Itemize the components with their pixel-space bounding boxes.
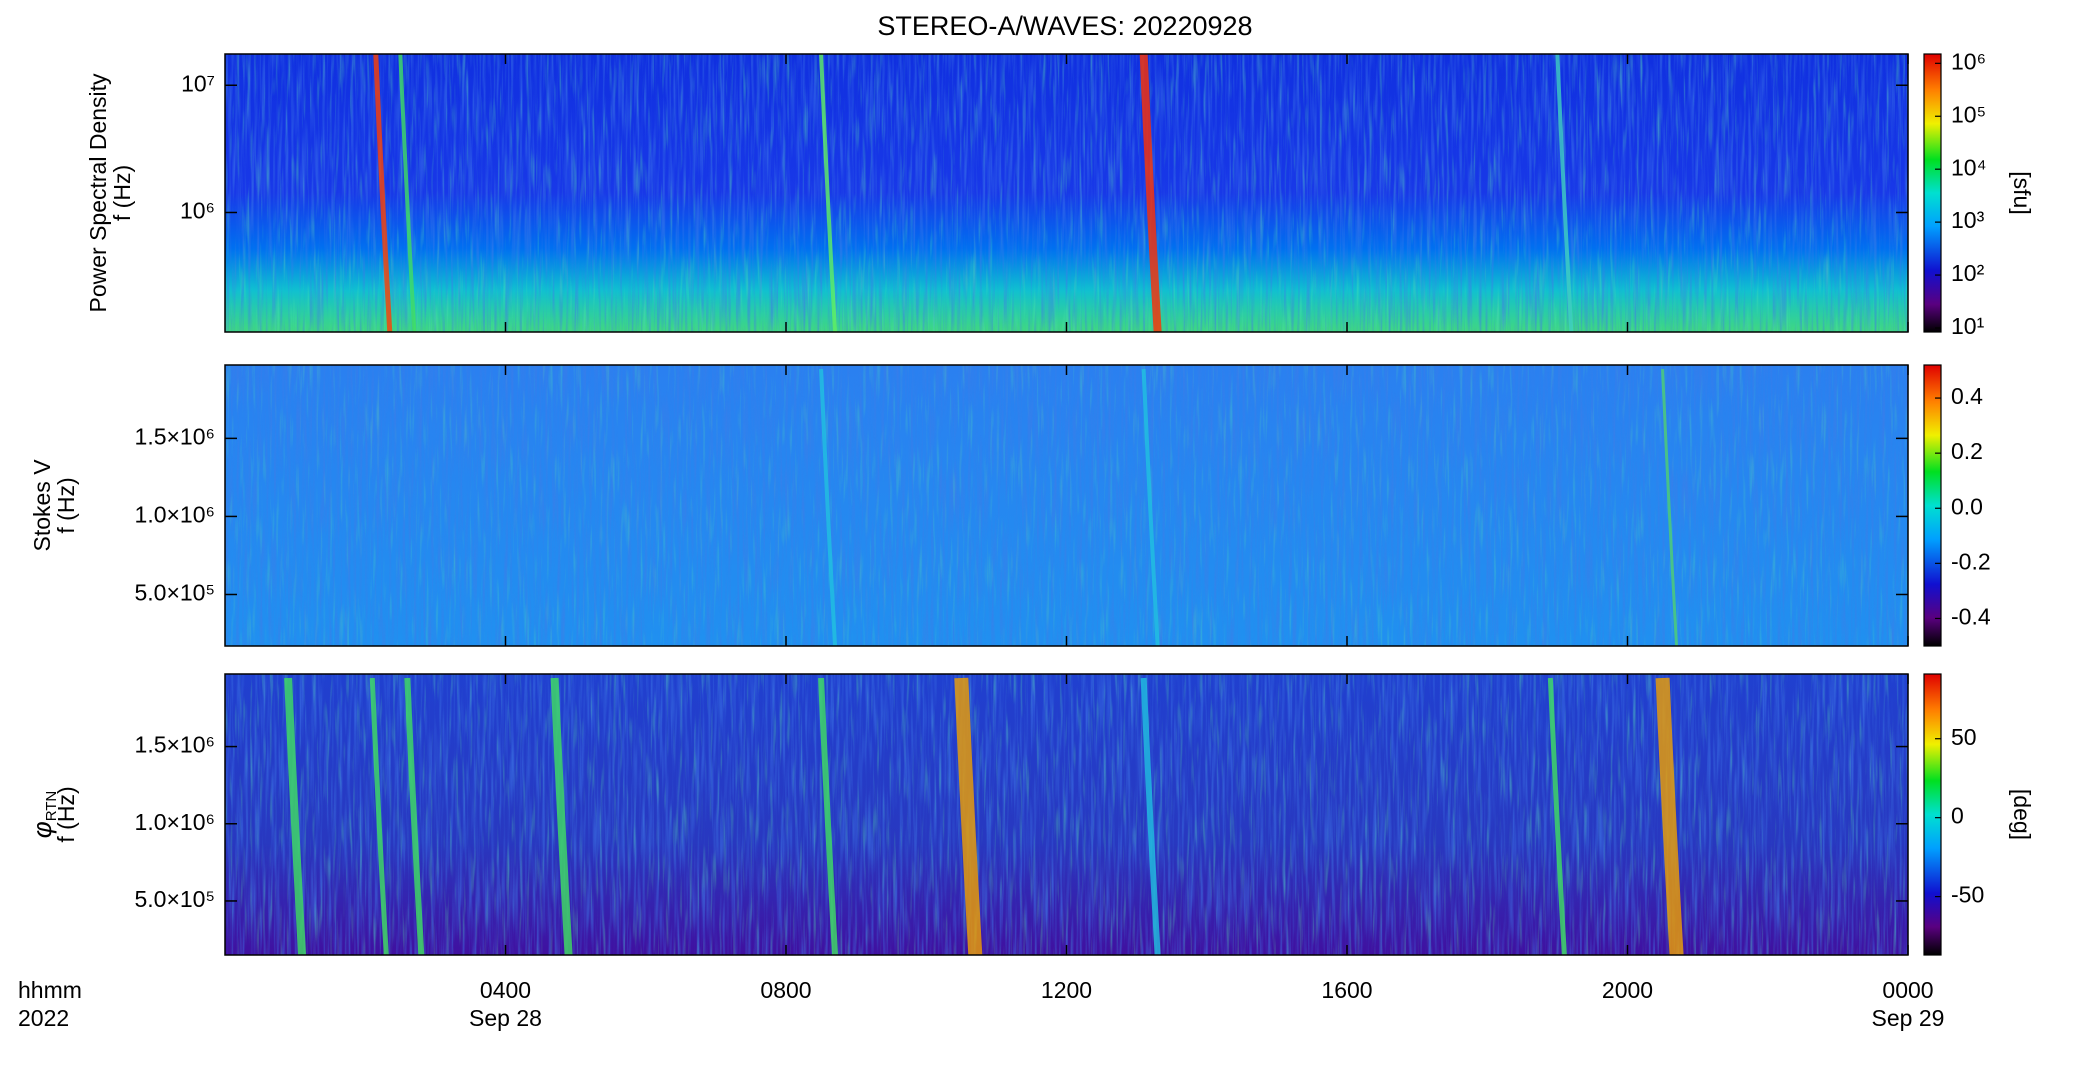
colorbar-tick-label: 0 [1951, 803, 1964, 829]
colorbar-tick-label: 10⁶ [1951, 48, 1986, 74]
burst-streak [818, 677, 839, 956]
colorbar [1923, 673, 1942, 956]
y-tick-label: 1.5×10⁶ [135, 423, 215, 449]
colorbar-label: [deg] [2009, 789, 2035, 840]
spectrogram-noise [225, 54, 1908, 332]
x-tick-label: 1600 [1321, 977, 1372, 1003]
x-tick-label: 1200 [1041, 977, 1092, 1003]
burst-streak [1661, 368, 1679, 647]
colorbar-tick-label: 10¹ [1951, 313, 1985, 339]
colorbar-tick-label: -0.4 [1951, 604, 1991, 630]
burst-streak [1141, 368, 1160, 647]
burst-streak [398, 53, 417, 333]
colorbar [1923, 364, 1942, 647]
y-axis-label: Stokes V [29, 459, 55, 552]
x-tick-label: 0000 [1882, 977, 1933, 1003]
y-axis-label: f (Hz) [109, 165, 135, 221]
y-axis-label-text: Power Spectral Density [85, 73, 111, 313]
y-axis-label-text: Stokes V [29, 459, 55, 552]
colorbar-tick-label: 0.0 [1951, 493, 1983, 519]
x-axis-label: hhmm [18, 977, 82, 1003]
spectrogram [225, 674, 1908, 956]
colorbar-tick-label: 10⁵ [1951, 101, 1986, 127]
colorbar-tick-label: 10³ [1951, 207, 1985, 233]
spectrogram [225, 53, 1908, 333]
y-axis-label: Power Spectral Density [85, 73, 111, 313]
y-tick-label: 10⁷ [181, 70, 215, 96]
colorbar-label: [sfu] [2009, 171, 2035, 214]
colorbar-tick-label: -50 [1951, 882, 1984, 908]
colorbar-tick-label: -0.2 [1951, 548, 1991, 574]
y-tick-label: 5.0×10⁵ [134, 886, 215, 912]
burst-streak [1547, 677, 1567, 956]
x-axis-label: 2022 [18, 1005, 69, 1031]
burst-streak [954, 677, 983, 956]
y-axis-label-text: φ [27, 821, 57, 838]
burst-streak [550, 677, 573, 956]
y-axis-label: f (Hz) [53, 477, 79, 533]
spectrogram-noise [225, 674, 1908, 955]
y-axis-label-subscript: RTN [43, 791, 60, 822]
burst-streak [1140, 677, 1161, 956]
colorbar-tick-label: 0.4 [1951, 383, 1983, 409]
chart-title: STEREO-A/WAVES: 20220928 [877, 11, 1252, 41]
x-date-label: Sep 29 [1872, 1005, 1945, 1031]
x-tick-label: 2000 [1602, 977, 1653, 1003]
colorbar [1923, 53, 1942, 333]
spectrogram [225, 365, 1908, 647]
x-tick-label: 0400 [480, 977, 531, 1003]
y-axis-label: φRTN [27, 791, 60, 839]
burst-streak [369, 677, 389, 956]
burst-streak [819, 53, 838, 333]
y-axis-label: f (Hz) [53, 786, 79, 842]
colorbar-tick-label: 10⁴ [1951, 154, 1986, 180]
burst-streak [1655, 677, 1684, 956]
colorbar-tick-label: 10² [1951, 260, 1985, 286]
burst-streak [1555, 53, 1574, 333]
y-tick-label: 1.0×10⁶ [135, 502, 215, 528]
y-tick-label: 1.5×10⁶ [135, 732, 215, 758]
colorbar-tick-label: 50 [1951, 724, 1977, 750]
burst-streak [373, 53, 393, 333]
y-tick-label: 5.0×10⁵ [134, 580, 215, 606]
burst-streak [284, 677, 307, 956]
burst-streak [819, 368, 838, 647]
x-date-label: Sep 28 [469, 1005, 542, 1031]
burst-streak [1139, 53, 1162, 333]
spectrogram-noise [225, 365, 1908, 646]
burst-streak [404, 677, 425, 956]
x-tick-label: 0800 [760, 977, 811, 1003]
y-tick-label: 10⁶ [180, 198, 215, 224]
colorbar-tick-label: 0.2 [1951, 438, 1983, 464]
y-tick-label: 1.0×10⁶ [135, 809, 215, 835]
